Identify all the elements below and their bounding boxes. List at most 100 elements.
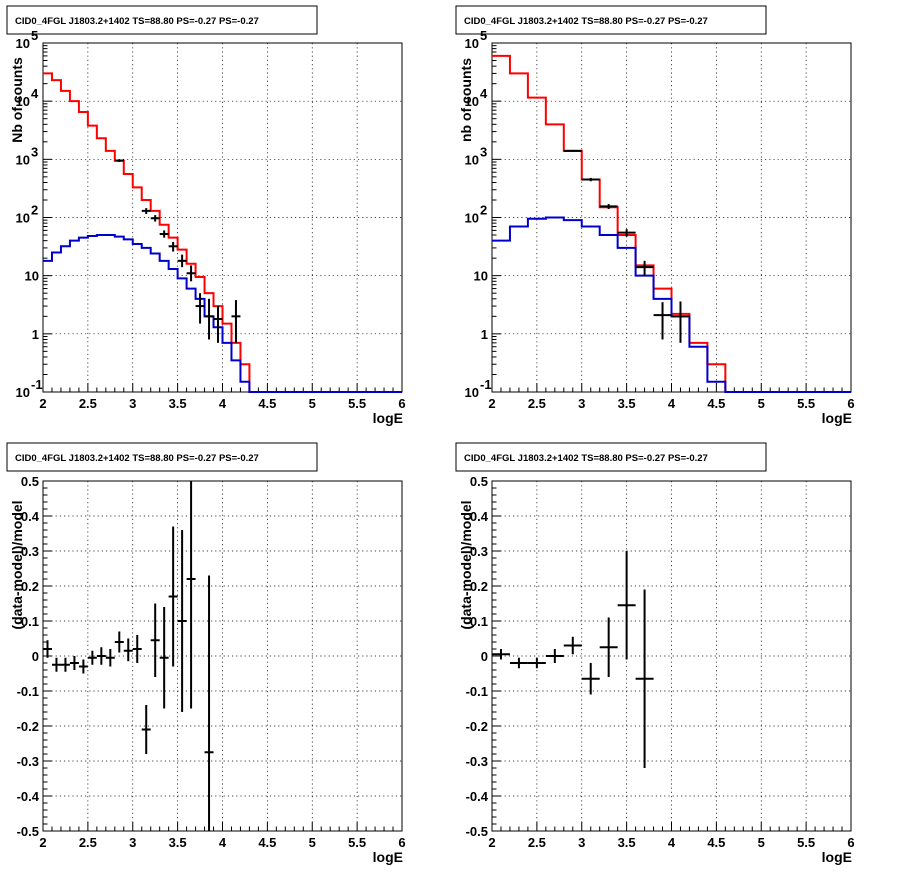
x-tick-label: 4	[668, 396, 676, 411]
x-tick-label: 4.5	[707, 396, 725, 411]
data-point	[114, 631, 124, 653]
panel-residual-right: CID0_4FGL J1803.2+1402 TS=88.80 PS=-0.27…	[455, 442, 855, 865]
data-point	[204, 298, 214, 340]
x-tick-label: 4.5	[258, 835, 276, 850]
panel-title: CID0_4FGL J1803.2+1402 TS=88.80 PS=-0.27…	[15, 453, 259, 464]
y-tick-label: 10	[465, 385, 479, 400]
panel-residual-left: CID0_4FGL J1803.2+1402 TS=88.80 PS=-0.27…	[6, 442, 406, 865]
x-tick-label: 5	[758, 396, 765, 411]
title-box	[6, 5, 318, 35]
data-point	[114, 159, 124, 162]
x-axis-label: logE	[373, 410, 403, 426]
y-tick-label: 0.4	[470, 509, 489, 524]
y-tick-exponent: 3	[31, 144, 38, 159]
data-point	[51, 657, 61, 672]
data-point	[78, 659, 88, 674]
x-tick-label: 5.5	[348, 396, 366, 411]
x-tick-label: 3	[129, 835, 136, 850]
y-tick-label: -0.5	[466, 824, 488, 839]
data-point	[545, 649, 564, 663]
panel-counts-right: CID0_4FGL J1803.2+1402 TS=88.80 PS=-0.27…	[455, 5, 855, 426]
y-tick-label: 10	[16, 211, 30, 226]
x-tick-label: 3.5	[618, 835, 636, 850]
x-tick-label: 4.5	[258, 396, 276, 411]
y-tick-label: 0	[481, 649, 488, 664]
model-source-histogram	[492, 216, 851, 393]
x-tick-label: 3.5	[169, 396, 187, 411]
y-tick-label: 0.2	[21, 579, 39, 594]
y-tick-exponent: 4	[31, 86, 39, 101]
data-point	[563, 149, 582, 152]
y-tick-label: 10	[465, 152, 479, 167]
title-box	[455, 5, 767, 35]
data-point	[599, 204, 618, 210]
y-tick-label: 10	[25, 269, 39, 284]
x-axis-label: logE	[822, 849, 852, 865]
title-box	[455, 442, 767, 472]
y-tick-label: 10	[465, 211, 479, 226]
data-point	[617, 229, 636, 237]
data-point	[527, 657, 546, 669]
y-tick-label: 0.5	[470, 474, 488, 489]
y-tick-label: 10	[474, 269, 488, 284]
data-point	[671, 301, 690, 343]
data-point	[159, 230, 169, 238]
model-source-histogram	[43, 234, 402, 393]
data-point	[69, 656, 79, 670]
y-tick-exponent: 2	[480, 203, 487, 218]
y-tick-label: 10	[465, 94, 479, 109]
x-tick-label: 5	[758, 835, 765, 850]
x-axis-label: logE	[373, 849, 403, 865]
y-tick-label: -0.3	[466, 754, 488, 769]
y-tick-exponent: 5	[480, 28, 487, 43]
data-point	[635, 589, 654, 768]
data-point	[177, 254, 187, 268]
y-tick-label: 10	[465, 36, 479, 51]
panel-title: CID0_4FGL J1803.2+1402 TS=88.80 PS=-0.27…	[15, 16, 259, 27]
data-point	[150, 603, 160, 677]
x-tick-label: 4	[668, 835, 676, 850]
x-tick-label: 2	[39, 835, 46, 850]
panel-title: CID0_4FGL J1803.2+1402 TS=88.80 PS=-0.27…	[464, 453, 708, 464]
data-point	[581, 177, 600, 182]
data-point	[141, 705, 151, 754]
x-tick-label: 3.5	[618, 396, 636, 411]
y-tick-label: 10	[16, 94, 30, 109]
y-tick-exponent: 5	[31, 28, 38, 43]
y-axis-label: (data-model)/model	[458, 500, 474, 629]
data-point	[159, 607, 169, 709]
x-tick-label: 2.5	[79, 835, 97, 850]
x-tick-label: 2.5	[528, 835, 546, 850]
data-point	[186, 265, 196, 282]
data-point	[123, 638, 133, 662]
x-tick-label: 5.5	[797, 835, 815, 850]
x-tick-label: 5	[309, 835, 316, 850]
panel-title: CID0_4FGL J1803.2+1402 TS=88.80 PS=-0.27…	[464, 16, 708, 27]
y-tick-label: -0.3	[17, 754, 39, 769]
data-point	[195, 293, 205, 324]
x-tick-label: 3.5	[169, 835, 187, 850]
data-point	[177, 530, 187, 712]
y-tick-label: 1	[32, 327, 39, 342]
data-point	[204, 575, 214, 831]
data-point	[168, 241, 178, 252]
y-tick-label: 0.3	[470, 544, 488, 559]
y-tick-label: -0.4	[17, 789, 40, 804]
y-tick-label: 0.2	[470, 579, 488, 594]
x-tick-label: 4.5	[707, 835, 725, 850]
data-point	[581, 663, 600, 695]
x-axis-label: logE	[822, 410, 852, 426]
data-point	[563, 636, 582, 655]
y-tick-label: 0.4	[21, 509, 40, 524]
x-tick-label: 3	[129, 396, 136, 411]
x-tick-label: 5.5	[348, 835, 366, 850]
data-point	[87, 650, 97, 665]
x-tick-label: 4	[219, 396, 227, 411]
x-tick-label: 6	[398, 835, 405, 850]
y-tick-exponent: -1	[31, 377, 43, 392]
x-tick-label: 2	[488, 835, 495, 850]
y-tick-label: 10	[16, 36, 30, 51]
y-axis-label: nb of counts	[458, 58, 474, 142]
y-tick-label: 1	[481, 327, 488, 342]
